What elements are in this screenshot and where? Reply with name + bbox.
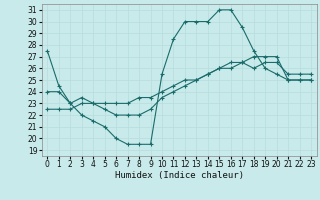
X-axis label: Humidex (Indice chaleur): Humidex (Indice chaleur) — [115, 171, 244, 180]
